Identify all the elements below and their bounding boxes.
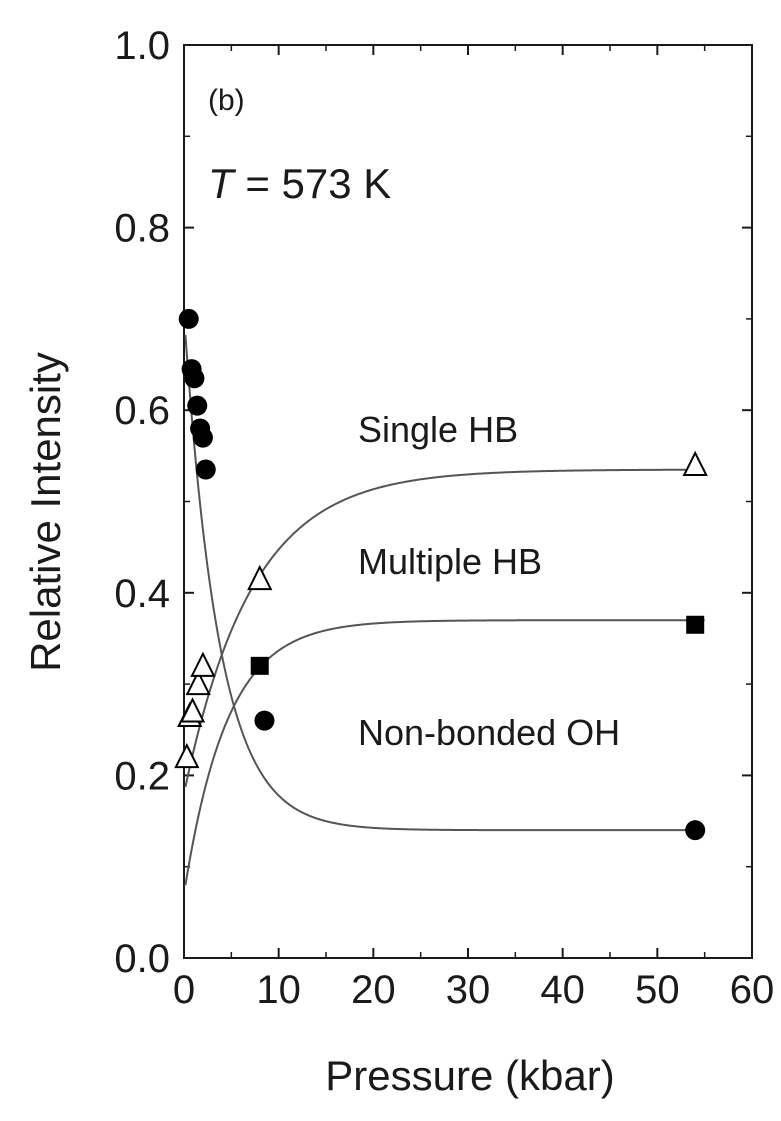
temperature-annotation: T = 573 K bbox=[208, 160, 391, 207]
x-tick-label: 60 bbox=[730, 968, 775, 1012]
single-hb-label: Single HB bbox=[358, 409, 518, 450]
multiple-hb-point bbox=[250, 656, 269, 675]
temperature-symbol: T bbox=[208, 160, 237, 207]
single-hb-point bbox=[185, 669, 211, 696]
nonbonded-oh-point bbox=[187, 395, 208, 416]
y-tick-label: 1.0 bbox=[114, 24, 170, 68]
single-hb-point bbox=[682, 450, 708, 476]
x-tick-label: 10 bbox=[256, 968, 301, 1012]
nonbonded-fit-curve bbox=[184, 334, 705, 832]
multiple-fit-curve bbox=[184, 619, 705, 886]
multiple-hb-point bbox=[686, 615, 705, 634]
y-axis-title: Relative Intensity bbox=[22, 352, 69, 672]
y-tick-label: 0.8 bbox=[114, 207, 170, 251]
temperature-value: = 573 K bbox=[234, 160, 392, 207]
nonbonded-oh-point bbox=[195, 459, 216, 480]
x-tick-label: 0 bbox=[173, 968, 195, 1012]
x-tick-label: 50 bbox=[635, 968, 680, 1012]
nonbonded-oh-point bbox=[685, 820, 706, 841]
non-bonded-oh-label: Non-bonded OH bbox=[358, 712, 620, 753]
x-tick-label: 40 bbox=[540, 968, 585, 1012]
nonbonded-oh-point bbox=[192, 427, 213, 448]
y-tick-label: 0.0 bbox=[114, 937, 170, 981]
multiple-hb-label: Multiple HB bbox=[358, 541, 542, 582]
single-fit-curve bbox=[184, 468, 705, 788]
x-axis-title: Pressure (kbar) bbox=[325, 1052, 614, 1099]
single-hb-point bbox=[190, 651, 216, 677]
single-hb-point bbox=[179, 697, 206, 723]
data-markers bbox=[174, 308, 708, 841]
panel-label: (b) bbox=[208, 84, 245, 117]
nonbonded-oh-point bbox=[184, 368, 205, 389]
single-hb-point bbox=[174, 742, 200, 769]
y-tick-label: 0.4 bbox=[114, 572, 170, 616]
y-tick-label: 0.6 bbox=[114, 389, 170, 433]
x-tick-label: 20 bbox=[351, 968, 396, 1012]
single-hb-point bbox=[247, 564, 273, 591]
nonbonded-oh-point bbox=[178, 308, 199, 329]
nonbonded-oh-point bbox=[254, 710, 275, 731]
x-axis-ticks: 0 10 20 30 40 50 60 bbox=[173, 45, 774, 1012]
y-tick-label: 0.2 bbox=[114, 754, 170, 798]
fit-curves bbox=[184, 334, 705, 886]
x-tick-label: 30 bbox=[446, 968, 491, 1012]
y-axis-ticks: 0.0 0.2 0.4 0.6 0.8 1.0 bbox=[114, 24, 752, 981]
